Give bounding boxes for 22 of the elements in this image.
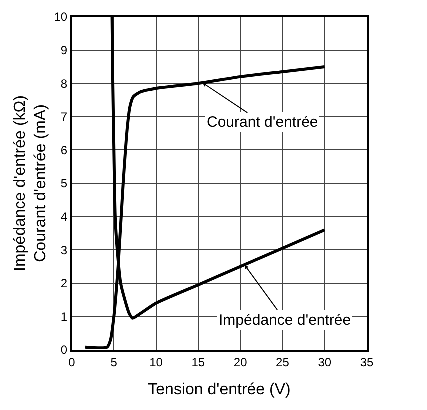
y-tick-label: 4 [60, 210, 68, 224]
y-tick-label: 0 [60, 343, 68, 358]
x-tick-label: 10 [150, 355, 164, 370]
x-tick-label: 30 [318, 355, 332, 370]
x-axis-title: Tension d'entrée (V) [148, 382, 291, 399]
x-tick-label: 5 [110, 355, 118, 370]
annotation: Courant d'entrée [207, 114, 318, 131]
y-tick-label: 9 [60, 44, 68, 58]
annotation: Impédance d'entrée [219, 312, 352, 329]
y-tick-label: 5 [60, 176, 68, 191]
x-tick-label: 25 [276, 355, 290, 370]
y-axis-title: Impédance d'entrée (kΩ) Courant d'entrée (mA) [12, 96, 50, 272]
x-tick-label: 15 [192, 355, 206, 370]
y-tick-label: 1 [60, 310, 68, 324]
y-tick-label: 7 [60, 110, 68, 124]
x-tick-label: 35 [360, 355, 374, 370]
y-tick-label: 6 [60, 143, 68, 158]
y-tick-label: 10 [54, 10, 68, 24]
y-tick-label: 8 [60, 76, 68, 91]
x-tick-label: 20 [234, 355, 248, 370]
y-tick-label: 2 [60, 276, 68, 291]
y-tick-label: 3 [60, 243, 68, 258]
